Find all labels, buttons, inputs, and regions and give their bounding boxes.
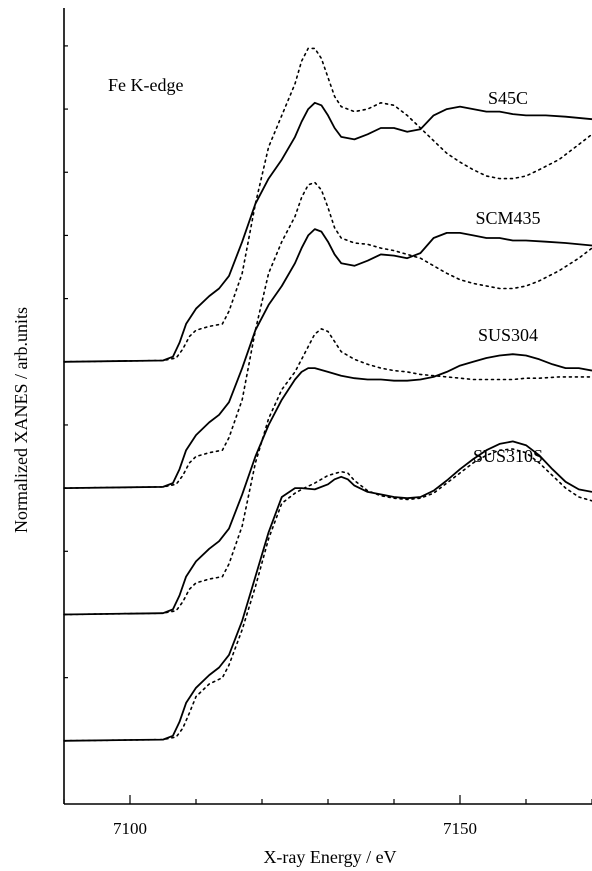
- sample-label-scm435: SCM435: [475, 208, 540, 228]
- series-line-sus310s-dotted: [63, 448, 592, 742]
- x-axis-title: X-ray Energy / eV: [263, 847, 396, 867]
- x-tick-label: 7150: [443, 819, 477, 838]
- plot-frame: [63, 8, 592, 805]
- sample-label-sus310s: SUS310S: [473, 446, 543, 466]
- series-line-s45c-solid: [63, 101, 592, 363]
- series-line-sus304-dotted: [63, 327, 592, 616]
- series-line-s45c-dotted: [63, 47, 592, 363]
- xanes-curves: [63, 47, 592, 742]
- series-line-sus304-solid: [63, 353, 592, 616]
- series-line-scm435-solid: [63, 228, 592, 489]
- x-axis-ticks: 7100 7150: [63, 795, 592, 838]
- x-tick-label: 7100: [113, 819, 147, 838]
- sample-labels: S45C SCM435 SUS304 SUS310S: [473, 88, 543, 466]
- y-axis-title: Normalized XANES / arb.units: [11, 307, 31, 533]
- series-line-scm435-dotted: [63, 181, 592, 489]
- series-line-sus310s-solid: [63, 440, 592, 742]
- edge-annotation: Fe K-edge: [108, 75, 183, 95]
- sample-label-s45c: S45C: [488, 88, 528, 108]
- sample-label-sus304: SUS304: [478, 325, 538, 345]
